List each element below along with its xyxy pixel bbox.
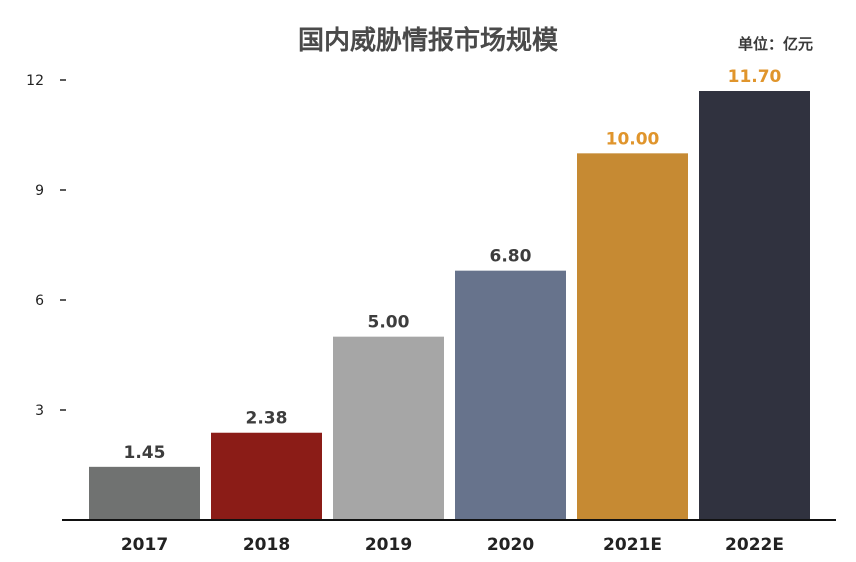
value-label: 2.38 <box>246 409 288 429</box>
value-label: 10.00 <box>606 129 660 149</box>
bar-2022E <box>699 91 810 520</box>
x-tick-label: 2017 <box>121 535 168 555</box>
x-tick-label: 2018 <box>243 535 290 555</box>
value-label: 6.80 <box>490 247 532 267</box>
bars-group <box>89 91 810 521</box>
value-labels-group: 1.45 2.38 5.00 6.80 10.00 11.70 <box>124 67 782 463</box>
y-tick-label: 6 <box>35 293 44 309</box>
x-tick-label: 2020 <box>487 535 534 555</box>
value-label: 1.45 <box>124 443 166 463</box>
bar-2018 <box>211 432 322 520</box>
x-tick-label: 2021E <box>603 535 662 555</box>
bar-2017 <box>89 466 200 520</box>
x-tick-label: 2019 <box>365 535 412 555</box>
y-axis: 3 6 9 12 <box>26 73 66 419</box>
bar-2021E <box>577 153 688 521</box>
bar-2019 <box>333 336 444 520</box>
y-tick-label: 3 <box>35 403 44 419</box>
bar-2020 <box>455 270 566 520</box>
y-tick-label: 9 <box>35 183 44 199</box>
chart-title: 国内威胁情报市场规模 <box>297 26 558 56</box>
value-label: 5.00 <box>368 313 410 333</box>
y-tick-label: 12 <box>26 73 44 89</box>
value-label: 11.70 <box>728 67 782 87</box>
x-axis-labels-group: 2017 2018 2019 2020 2021E 2022E <box>121 535 784 555</box>
x-tick-label: 2022E <box>725 535 784 555</box>
unit-label: 单位：亿元 <box>738 35 814 53</box>
